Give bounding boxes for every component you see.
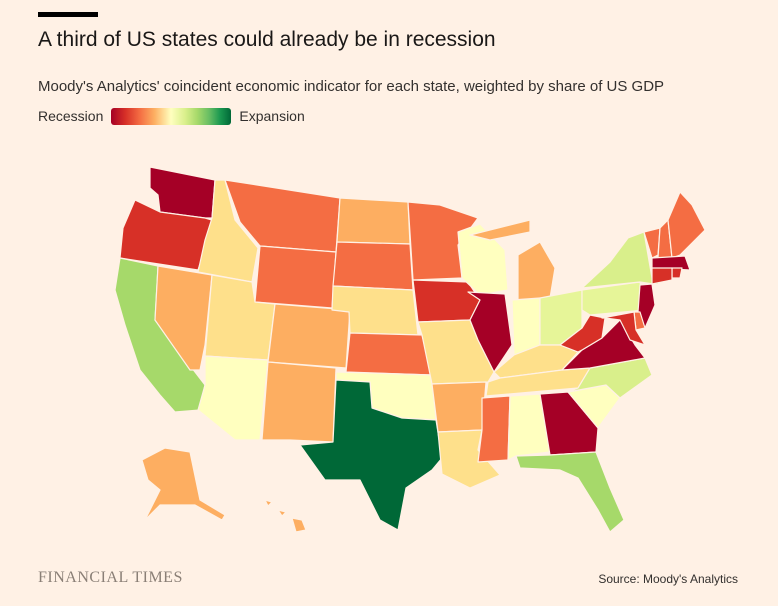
state-arizona [197,355,269,441]
brand-top-rule [38,12,98,17]
color-legend: Recession Expansion [38,107,305,125]
state-hawaii [264,499,307,533]
legend-color-scale [111,107,232,125]
legend-high-label: Expansion [239,108,305,124]
state-wisconsin [457,223,509,296]
state-kansas [345,332,433,376]
state-new-jersey [637,283,656,329]
state-wyoming [254,245,337,309]
state-georgia [539,391,599,456]
state-maryland [601,311,646,346]
state-north-dakota [336,197,411,245]
state-west-virginia [559,314,606,353]
state-new-york [581,231,661,289]
source-note: Source: Moody's Analytics [598,572,738,586]
state-michigan [469,219,556,301]
state-arkansas [431,381,487,433]
state-texas [299,379,443,531]
state-new-mexico [261,361,337,443]
chart-title: A third of US states could already be in… [38,28,496,51]
chart-subtitle: Moody's Analytics' coincident economic i… [38,78,665,95]
state-florida [515,451,625,533]
state-alaska [141,447,226,521]
state-colorado [267,303,351,369]
state-washington [149,166,216,219]
state-rhode-island [671,267,683,279]
state-connecticut [651,267,673,285]
state-alabama [507,393,551,461]
state-mississippi [477,395,511,463]
state-south-dakota [332,241,414,291]
state-maine [667,191,706,259]
state-illinois [467,291,513,373]
ft-logo: FINANCIAL TIMES [38,569,183,586]
state-massachusetts [651,255,691,271]
legend-low-label: Recession [38,108,104,124]
